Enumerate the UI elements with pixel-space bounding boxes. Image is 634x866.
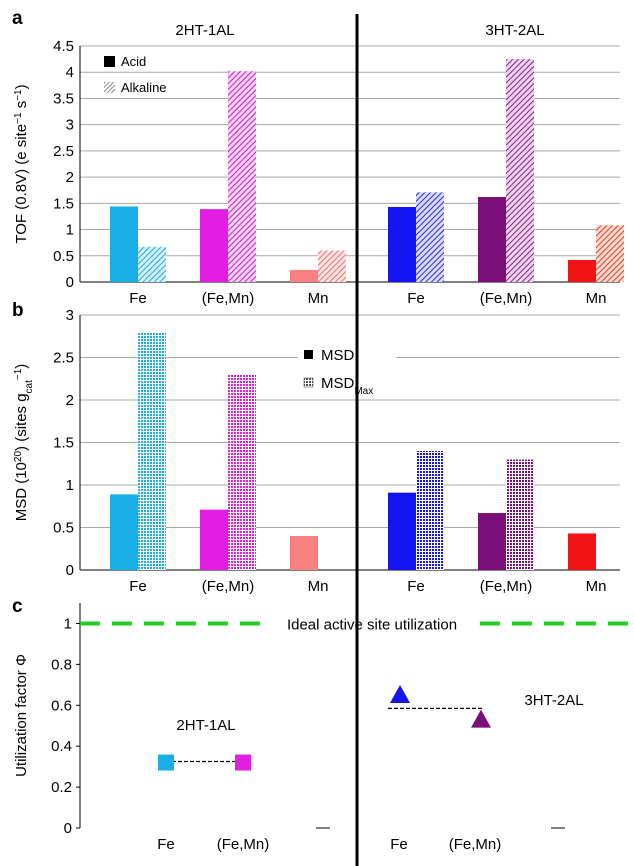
category-label: (Fe,Mn) <box>480 290 533 307</box>
bar-acid <box>290 269 318 282</box>
bar-msd-max <box>228 374 256 570</box>
bar-alkaline <box>318 250 346 282</box>
marker-square-2ht-1al <box>158 754 174 771</box>
panel-letter-b: b <box>12 300 24 321</box>
y-axis-title: Utilization factor Φ <box>13 654 30 777</box>
bar-acid <box>568 259 596 282</box>
y-tick-label: 1.5 <box>53 195 74 212</box>
y-tick-label: 1.5 <box>53 435 74 452</box>
category-label: Fe <box>157 836 175 853</box>
bar-msd-max <box>416 451 444 570</box>
bar-msd <box>110 494 138 570</box>
y-axis-title: TOF (0.8V) (e site−1 s−1) <box>13 84 31 243</box>
legend-label-msd: MSD <box>321 347 355 364</box>
bar-msd <box>388 492 416 570</box>
y-tick-label: 2.5 <box>53 143 74 160</box>
category-label: (Fe,Mn) <box>480 578 533 595</box>
category-label: Fe <box>407 578 425 595</box>
category-label: (Fe,Mn) <box>202 290 255 307</box>
panel-b: 0 0.5 1 1.5 2 2.5 3 Fe (Fe,Mn) Mn Fe (Fe,Mn) Mn MSD MS… <box>13 307 620 595</box>
legend-swatch-alkaline <box>104 82 115 93</box>
y-tick-label: 0.8 <box>51 656 72 673</box>
y-axis-title: MSD (1020) (sites gcat−1) <box>13 364 35 522</box>
y-tick-label: 3 <box>66 307 74 324</box>
bar-msd <box>290 536 318 570</box>
category-label: Mn <box>308 578 329 595</box>
group-label-2ht-1al: 2HT-1AL <box>176 717 235 734</box>
bar-msd <box>200 509 228 570</box>
y-tick-label: 4.5 <box>53 38 74 55</box>
y-tick-label: 0.6 <box>51 697 72 714</box>
bar-acid <box>200 209 228 282</box>
bar-alkaline <box>596 225 624 282</box>
y-tick-label: 1 <box>66 222 74 239</box>
bar-msd <box>478 513 506 570</box>
bar-alkaline <box>506 59 534 282</box>
marker-triangle-3ht-2al <box>390 685 410 704</box>
legend-swatch-msd-max <box>303 377 314 388</box>
group-label-2ht-1al: 2HT-1AL <box>175 22 234 39</box>
panel-c: 0 0.2 0.4 0.6 0.8 1 Ideal active site utilizat… <box>13 603 632 853</box>
y-tick-label: 0.5 <box>53 248 74 265</box>
y-tick-label: 4 <box>66 64 74 81</box>
group-label-3ht-2al: 3HT-2AL <box>524 692 583 709</box>
y-tick-label: 2.5 <box>53 350 74 367</box>
bar-acid <box>478 197 506 282</box>
y-tick-label: 1 <box>66 477 74 494</box>
legend-box <box>298 343 396 399</box>
bar-acid <box>388 207 416 282</box>
group-label-3ht-2al: 3HT-2AL <box>485 22 544 39</box>
panel-letter-a: a <box>12 8 23 29</box>
legend-label-alkaline: Alkaline <box>121 80 167 95</box>
panel-letter-c: c <box>12 596 23 617</box>
bar-acid <box>110 206 138 282</box>
y-tick-label: 2 <box>66 392 74 409</box>
category-label: Fe <box>129 578 147 595</box>
panel-a: 0 0.5 1 1.5 2 2.5 3 3.5 4 4.5 Fe (Fe,Mn) Mn Fe (Fe,Mn)… <box>13 22 624 307</box>
y-tick-label: 0.2 <box>51 779 72 796</box>
category-label: Mn <box>308 290 329 307</box>
category-label: Mn <box>586 290 607 307</box>
y-tick-label: 0 <box>66 562 74 579</box>
category-label: Fe <box>390 836 408 853</box>
legend-swatch-msd <box>304 350 313 359</box>
category-label: (Fe,Mn) <box>202 578 255 595</box>
bar-msd <box>568 533 596 570</box>
y-tick-label: 0 <box>66 274 74 291</box>
marker-square-2ht-1al <box>235 754 251 771</box>
category-label: Mn <box>586 578 607 595</box>
ideal-line-label: Ideal active site utilization <box>287 616 457 633</box>
y-tick-label: 0.5 <box>53 520 74 537</box>
bar-msd-max <box>138 332 166 570</box>
bar-alkaline <box>416 192 444 282</box>
y-tick-label: 3.5 <box>53 90 74 107</box>
bar-alkaline <box>138 246 166 282</box>
category-label: Fe <box>129 290 147 307</box>
category-label: Fe <box>407 290 425 307</box>
legend-label-acid: Acid <box>121 54 146 69</box>
y-tick-label: 2 <box>66 169 74 186</box>
category-label: (Fe,Mn) <box>449 836 502 853</box>
marker-triangle-3ht-2al <box>471 709 491 728</box>
y-tick-label: 3 <box>66 117 74 134</box>
category-label: (Fe,Mn) <box>217 836 270 853</box>
bar-msd-max <box>506 459 534 570</box>
y-tick-label: 0 <box>64 820 72 837</box>
bar-alkaline <box>228 71 256 282</box>
legend-swatch-acid <box>104 56 115 67</box>
y-tick-label: 1 <box>64 615 72 632</box>
y-tick-label: 0.4 <box>51 738 72 755</box>
